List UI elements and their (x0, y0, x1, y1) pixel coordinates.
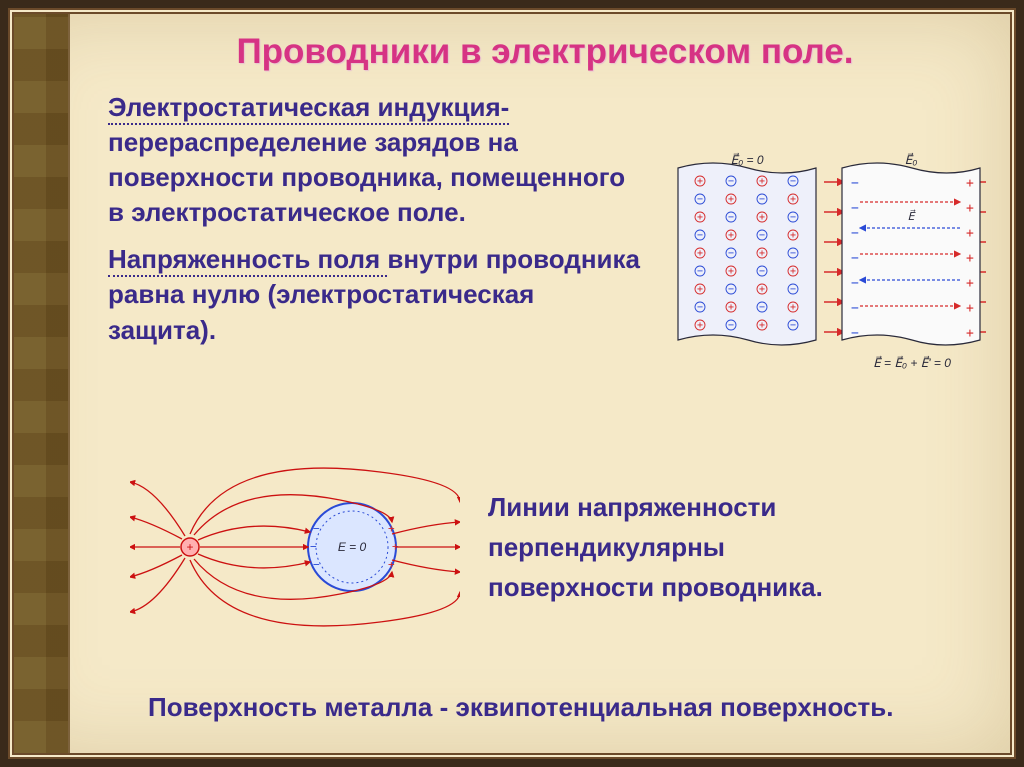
term-field-strength: Напряженность поля (108, 244, 387, 277)
induction-svg: E⃗₀ = 0 + − + − − + − + + − + − − + − + + − + − − + − + + − + − − + − +… (676, 142, 986, 392)
svg-text:−: − (851, 176, 859, 191)
svg-text:−: − (313, 522, 320, 535)
svg-text:+: + (697, 176, 703, 187)
svg-text:+: + (966, 326, 974, 341)
svg-text:+: + (790, 194, 796, 205)
svg-text:+: + (759, 248, 765, 259)
svg-text:+: + (966, 176, 974, 191)
svg-text:−: − (697, 194, 703, 205)
slide-content: Проводники в электрическом поле. Электро… (70, 14, 1010, 753)
term-induction: Электростатическая индукция- (108, 92, 509, 125)
svg-text:−: − (851, 201, 859, 216)
svg-text:+: + (759, 320, 765, 331)
svg-text:−: − (851, 301, 859, 316)
svg-text:−: − (697, 266, 703, 277)
svg-text:+: + (759, 212, 765, 223)
svg-text:+: + (966, 201, 974, 216)
induction-def-b: в электростатическое поле. (108, 197, 466, 227)
perp-line-1: Линии напряженности (488, 487, 823, 527)
svg-text:−: − (790, 212, 796, 223)
svg-text:+: + (728, 266, 734, 277)
svg-text:E⃗ = E⃗₀ + E⃗' = 0: E⃗ = E⃗₀ + E⃗' = 0 (873, 355, 951, 370)
svg-text:−: − (728, 320, 734, 331)
paragraph-field-strength: Напряженность поля внутри проводника рав… (108, 242, 648, 347)
svg-text:−: − (728, 284, 734, 295)
svg-text:+: + (728, 194, 734, 205)
svg-text:E⃗₀: E⃗₀ (905, 152, 918, 167)
svg-text:−: − (759, 302, 765, 313)
figure-induction-panels: E⃗₀ = 0 + − + − − + − + + − + − − + − + + − + − − + − + + − + − − + − +… (676, 142, 986, 392)
svg-text:−: − (851, 226, 859, 241)
svg-text:−: − (697, 230, 703, 241)
svg-text:−: − (697, 302, 703, 313)
perp-line-2: перпендикулярны (488, 527, 823, 567)
svg-text:+: + (790, 302, 796, 313)
svg-text:−: − (790, 284, 796, 295)
svg-text:+: + (697, 212, 703, 223)
map-sidebar-decoration (14, 14, 70, 753)
svg-text:−: − (310, 540, 317, 553)
svg-text:−: − (728, 248, 734, 259)
svg-text:−: − (790, 320, 796, 331)
svg-text:+: + (697, 248, 703, 259)
svg-text:E⃗₀ = 0: E⃗₀ = 0 (731, 152, 764, 167)
row-field-lines: + E = 0 − − − + + + (130, 462, 986, 632)
svg-text:E = 0: E = 0 (338, 540, 367, 554)
slide-frame: Проводники в электрическом поле. Электро… (8, 8, 1016, 759)
svg-text:+: + (966, 251, 974, 266)
svg-text:−: − (851, 326, 859, 341)
figure-field-lines: + E = 0 − − − + + + (130, 462, 460, 632)
svg-text:+: + (966, 301, 974, 316)
svg-text:+: + (697, 284, 703, 295)
paragraph-induction: Электростатическая индукция- перераспред… (108, 90, 688, 230)
svg-text:−: − (728, 176, 734, 187)
svg-text:−: − (759, 230, 765, 241)
svg-text:+: + (186, 540, 193, 554)
svg-text:−: − (728, 212, 734, 223)
svg-text:−: − (851, 251, 859, 266)
svg-text:−: − (851, 276, 859, 291)
svg-text:+: + (759, 284, 765, 295)
svg-text:+: + (697, 320, 703, 331)
slide-title: Проводники в электрическом поле. (108, 32, 982, 72)
svg-text:+: + (728, 302, 734, 313)
svg-text:+: + (966, 276, 974, 291)
text-perpendicular: Линии напряженности перпендикулярны пове… (488, 487, 823, 608)
svg-text:−: − (759, 194, 765, 205)
induction-def-a: перераспределение зарядов на поверхности… (108, 127, 625, 192)
svg-text:−: − (790, 176, 796, 187)
svg-text:+: + (966, 226, 974, 241)
svg-text:+: + (759, 176, 765, 187)
svg-text:−: − (790, 248, 796, 259)
svg-text:+: + (728, 230, 734, 241)
svg-text:−: − (313, 558, 320, 571)
perp-line-3: поверхности проводника. (488, 567, 823, 607)
text-equipotential: Поверхность металла - эквипотенциальная … (148, 690, 970, 725)
svg-text:−: − (759, 266, 765, 277)
svg-text:+: + (790, 266, 796, 277)
svg-text:+: + (790, 230, 796, 241)
